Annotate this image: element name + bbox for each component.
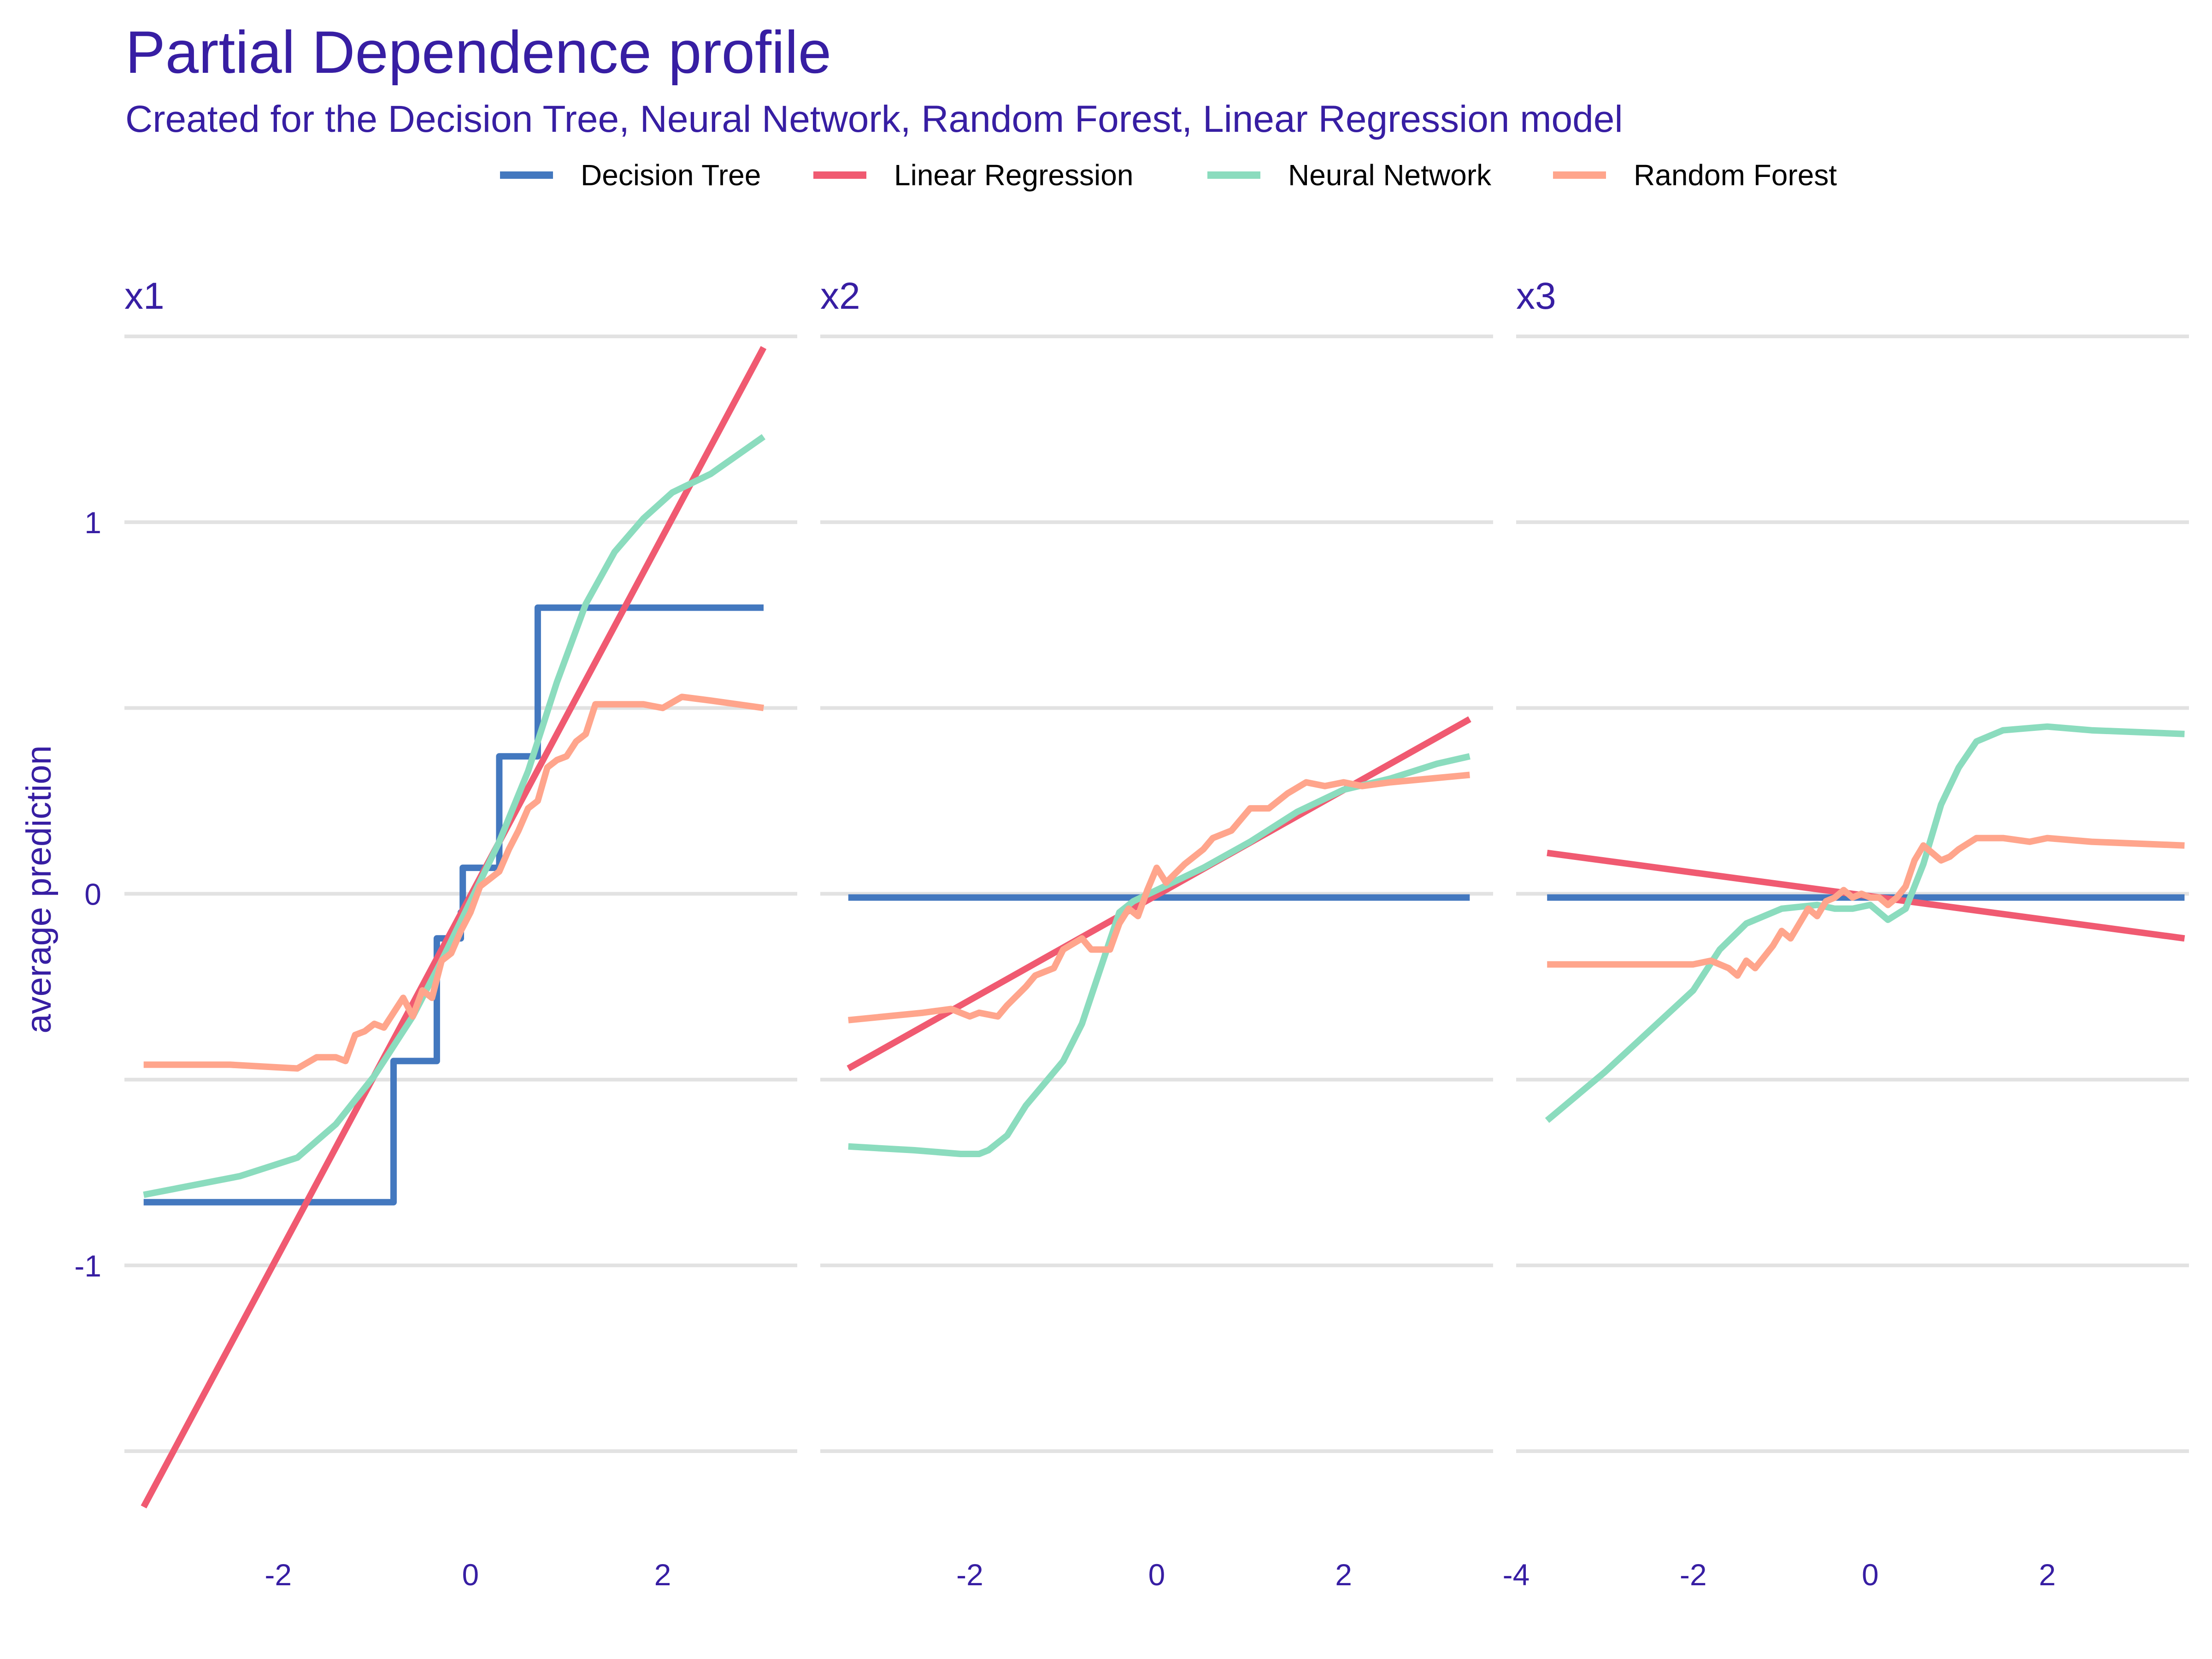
y-tick-label: 1 bbox=[84, 506, 101, 540]
x-tick-label: 2 bbox=[2039, 1558, 2056, 1592]
legend-label-3: Random Forest bbox=[1634, 159, 1837, 192]
series-line-random-forest-x2 bbox=[848, 771, 1470, 1024]
panel-label-x3: x3 bbox=[1516, 275, 1556, 317]
y-axis-label: average prediction bbox=[19, 745, 59, 1033]
x-tick-label: 0 bbox=[1862, 1558, 1879, 1592]
legend: Decision Tree Linear Regression Neural Net… bbox=[500, 159, 1837, 192]
x-tick-label: 2 bbox=[1335, 1558, 1352, 1592]
x-tick-label: 0 bbox=[1148, 1558, 1165, 1592]
panel-label-x2: x2 bbox=[820, 275, 860, 317]
x-tick-label: -2 bbox=[956, 1558, 983, 1592]
legend-label-1: Linear Regression bbox=[894, 159, 1133, 192]
series-line-neural-network-x3 bbox=[1545, 723, 2185, 1123]
x-tick-label: 2 bbox=[654, 1558, 671, 1592]
x-tick-label: -2 bbox=[265, 1558, 292, 1592]
series-line-linear-regression-x1 bbox=[141, 346, 767, 1509]
series-line-random-forest-x3 bbox=[1547, 835, 2185, 979]
panel-x3: x3 -4 -2 0 2 bbox=[1503, 275, 2189, 1592]
chart-subtitle: Created for the Decision Tree, Neural Ne… bbox=[125, 98, 1623, 140]
legend-label-0: Decision Tree bbox=[581, 159, 761, 192]
x-tick-label: 0 bbox=[462, 1558, 479, 1592]
series-line-decision-tree-x1 bbox=[143, 604, 764, 1206]
y-tick-label: -1 bbox=[74, 1249, 101, 1283]
x-tick-label: -2 bbox=[1680, 1558, 1707, 1592]
panels: x1 -1 0 1 -2 0 2 x2 -2 0 2 x3 -4 -2 0 2 bbox=[74, 275, 2189, 1592]
panel-label-x1: x1 bbox=[124, 275, 165, 317]
series-line-neural-network-x1 bbox=[143, 434, 766, 1198]
chart-title: Partial Dependence profile bbox=[125, 18, 832, 86]
panel-x1: x1 -1 0 1 -2 0 2 bbox=[74, 275, 797, 1592]
legend-label-2: Neural Network bbox=[1288, 159, 1492, 192]
series-line-random-forest-x1 bbox=[143, 694, 764, 1072]
panel-x2: x2 -2 0 2 bbox=[820, 275, 1493, 1592]
x-tick-label: -4 bbox=[1503, 1558, 1530, 1592]
y-tick-label: 0 bbox=[84, 877, 101, 912]
series-line-neural-network-x2 bbox=[848, 753, 1471, 1157]
